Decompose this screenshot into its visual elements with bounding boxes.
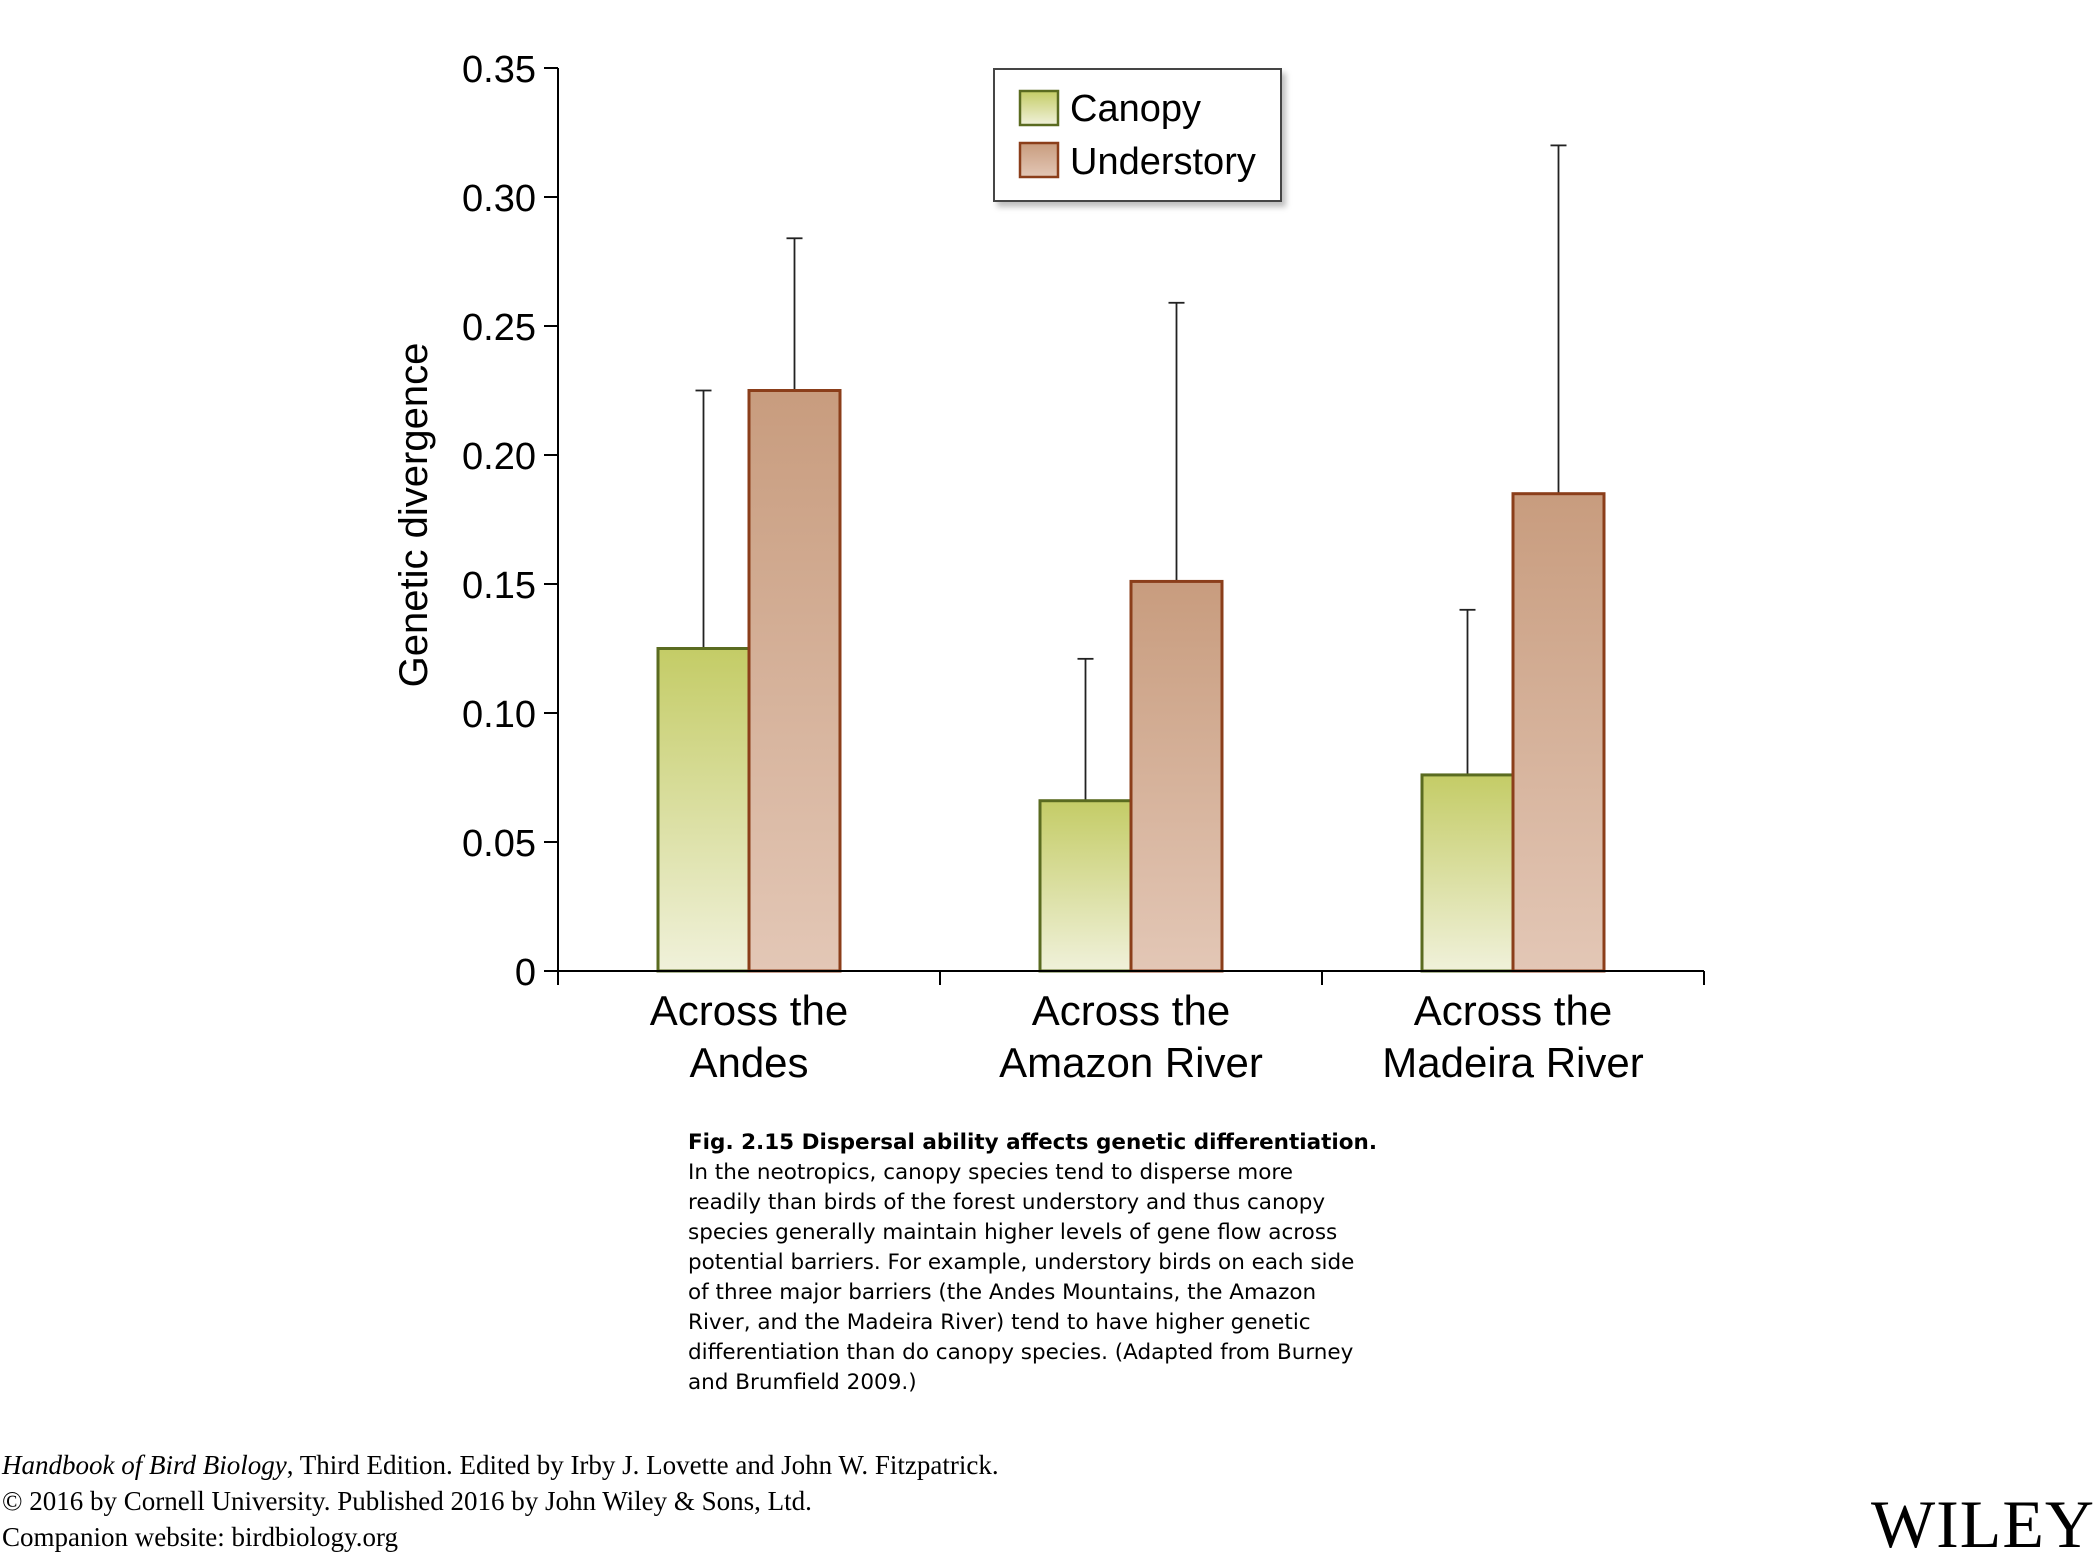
wiley-logo: WILEY <box>1870 1486 2095 1562</box>
bar-understory <box>1129 579 1224 973</box>
y-axis-label: Genetic divergence <box>392 343 436 688</box>
bar-canopy <box>1420 773 1515 973</box>
legend-label-understory: Understory <box>1070 141 1256 183</box>
caption-line: River, and the Madeira River) tend to ha… <box>688 1310 1311 1335</box>
y-tick-label: 0.05 <box>462 823 536 865</box>
y-tick-label: 0 <box>515 952 536 994</box>
bar-canopy <box>656 647 751 973</box>
y-tick-label: 0.25 <box>462 307 536 349</box>
companion-website: Companion website: birdbiology.org <box>2 1522 398 1552</box>
caption-line: differentiation than do canopy species. … <box>688 1340 1354 1365</box>
bars <box>656 389 1606 973</box>
error-bars <box>695 144 1567 801</box>
citation-editors: , Third Edition. Edited by Irby J. Lovet… <box>286 1450 999 1480</box>
y-tick-label: 0.15 <box>462 565 536 607</box>
copyright-line: © 2016 by Cornell University. Published … <box>2 1486 812 1516</box>
legend-swatch-understory <box>1018 141 1060 179</box>
caption-line: readily than birds of the forest underst… <box>688 1190 1326 1215</box>
book-title: Handbook of Bird Biology <box>2 1450 287 1480</box>
y-tick-label: 0.10 <box>462 694 536 736</box>
legend-label-canopy: Canopy <box>1070 88 1201 130</box>
bar-understory <box>1511 492 1606 973</box>
book-citation: Handbook of Bird Biology, Third Edition.… <box>2 1447 999 1555</box>
caption-line: and Brumfield 2009.) <box>688 1370 917 1395</box>
caption-line: In the neotropics, canopy species tend t… <box>688 1160 1293 1185</box>
caption-line: potential barriers. For example, underst… <box>688 1250 1355 1275</box>
caption-line: of three major barriers (the Andes Mount… <box>688 1280 1317 1305</box>
x-tick-label: Across the Andes <box>650 987 848 1086</box>
bar-understory <box>747 389 842 973</box>
x-tick-label: Across the Madeira River <box>1382 987 1643 1086</box>
bar-canopy <box>1038 799 1133 973</box>
figure-caption: Fig. 2.15 Dispersal ability affects gene… <box>688 1128 1388 1398</box>
y-tick-label: 0.35 <box>462 49 536 91</box>
legend-swatch-canopy <box>1018 89 1060 127</box>
y-tick-label: 0.30 <box>462 178 536 220</box>
axes: 0 0.05 0.10 0.15 0.20 0.25 0.30 0.35 Across the A… <box>462 49 1705 1086</box>
caption-line: species generally maintain higher levels… <box>688 1220 1338 1245</box>
legend: Canopy Understory <box>993 68 1282 202</box>
caption-title: Fig. 2.15 Dispersal ability affects gene… <box>688 1130 1378 1155</box>
x-tick-label: Across the Amazon River <box>999 987 1263 1086</box>
y-tick-label: 0.20 <box>462 436 536 478</box>
